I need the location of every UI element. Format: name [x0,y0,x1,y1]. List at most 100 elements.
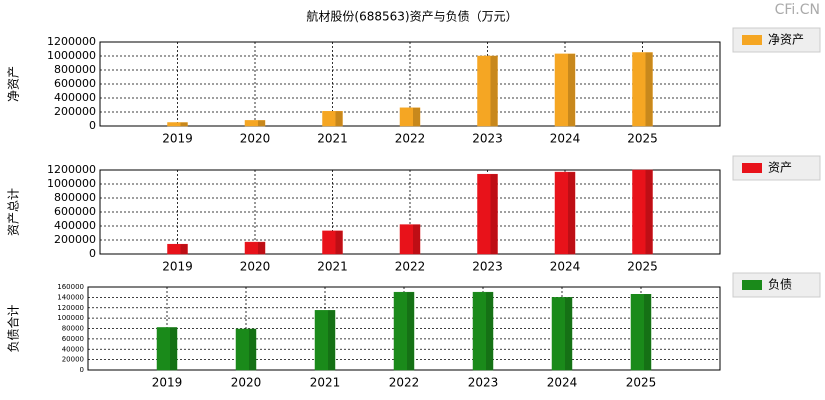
y-tick-label: 800000 [54,191,96,204]
x-tick-label: 2022 [389,376,420,390]
y-tick-label: 400000 [54,219,96,232]
legend-box [732,27,821,53]
x-tick-label: 2019 [152,376,183,390]
bar-shade [490,174,498,254]
y-tick-label: 800000 [54,63,96,76]
x-tick-label: 2019 [162,260,193,274]
x-tick-label: 2021 [317,132,348,146]
y-tick-label: 140000 [57,293,84,301]
bar-shade [335,111,343,126]
x-tick-label: 2023 [472,132,503,146]
bar [554,53,576,127]
y-tick-label: 160000 [57,283,84,291]
y-axis-label: 资产总计 [7,188,21,236]
bar-shade [180,122,188,126]
bar-shade [568,172,575,254]
legend-label: 负债 [768,278,792,292]
bar [167,243,188,255]
x-tick-label: 2021 [317,260,348,274]
panel: 0 20000 40000 60000 80000 100000 120000 140000 1… [6,272,821,390]
x-tick-label: 2022 [395,132,426,146]
bar [630,294,652,371]
x-tick-label: 2025 [626,376,657,390]
x-tick-label: 2020 [240,260,271,274]
y-tick-label: 600000 [54,77,96,90]
y-tick-label: 0 [89,247,96,260]
bar-shade [258,242,265,254]
bar [399,107,421,127]
bar [244,120,266,127]
bar [554,171,576,255]
y-tick-label: 600000 [54,205,96,218]
x-tick-label: 2024 [550,260,581,274]
x-tick-label: 2024 [550,132,581,146]
legend-swatch [742,35,762,45]
x-tick-label: 2024 [547,376,578,390]
y-tick-label: 80000 [62,325,84,333]
y-tick-label: 200000 [54,105,96,118]
chart-title: 航材股份(688563)资产与负债（万元） [306,9,517,24]
x-tick-label: 2022 [395,260,426,274]
bar [244,241,266,255]
x-tick-label: 2025 [627,132,658,146]
y-tick-label: 0 [89,119,96,132]
y-tick-label: 1200000 [47,35,96,48]
x-tick-label: 2023 [472,260,503,274]
bar [322,111,343,127]
bar [632,169,653,255]
legend-label: 资产 [768,161,792,175]
x-tick-label: 2020 [240,132,271,146]
watermark: CFi.CN [775,2,820,18]
bar-shade [258,120,265,126]
y-tick-label: 1000000 [47,49,96,62]
bar [235,328,257,371]
bar [156,327,178,371]
bar-shade [644,294,651,370]
bar [477,173,498,255]
bar [393,291,415,371]
x-tick-label: 2025 [627,260,658,274]
bar [167,122,188,127]
bar [399,224,421,255]
legend-swatch [742,280,762,290]
bar [472,291,494,371]
bar-shade [490,56,498,126]
bar [551,297,573,371]
legend-box [732,155,821,181]
y-axis-label: 净资产 [7,66,21,102]
y-tick-label: 120000 [57,304,84,312]
y-tick-label: 0 [80,366,84,374]
legend-label: 净资产 [768,33,804,47]
x-tick-label: 2019 [162,132,193,146]
bar-shade [407,292,414,370]
bar-shade [413,224,420,254]
bar-shade [170,327,177,370]
bar-shade [180,244,188,254]
bar-shade [568,53,575,126]
bar-shade [413,107,420,126]
bar-shade [645,170,653,254]
y-axis-label: 负债合计 [6,304,21,352]
x-tick-label: 2021 [310,376,341,390]
legend-swatch [742,163,762,173]
bar-shade [645,52,653,126]
x-tick-label: 2020 [231,376,262,390]
bar-shade [328,310,335,370]
y-tick-label: 60000 [62,335,84,343]
x-tick-label: 2023 [468,376,499,390]
y-tick-label: 1200000 [47,163,96,176]
bar [477,55,498,127]
bar-shade [249,329,256,370]
bar-shade [486,292,493,370]
bar [322,230,343,255]
bar [632,52,653,127]
bar [314,310,336,371]
bar-shade [335,230,343,254]
y-tick-label: 100000 [57,314,84,322]
bar-shade [565,297,572,370]
y-tick-label: 200000 [54,233,96,246]
y-tick-label: 20000 [62,356,84,364]
